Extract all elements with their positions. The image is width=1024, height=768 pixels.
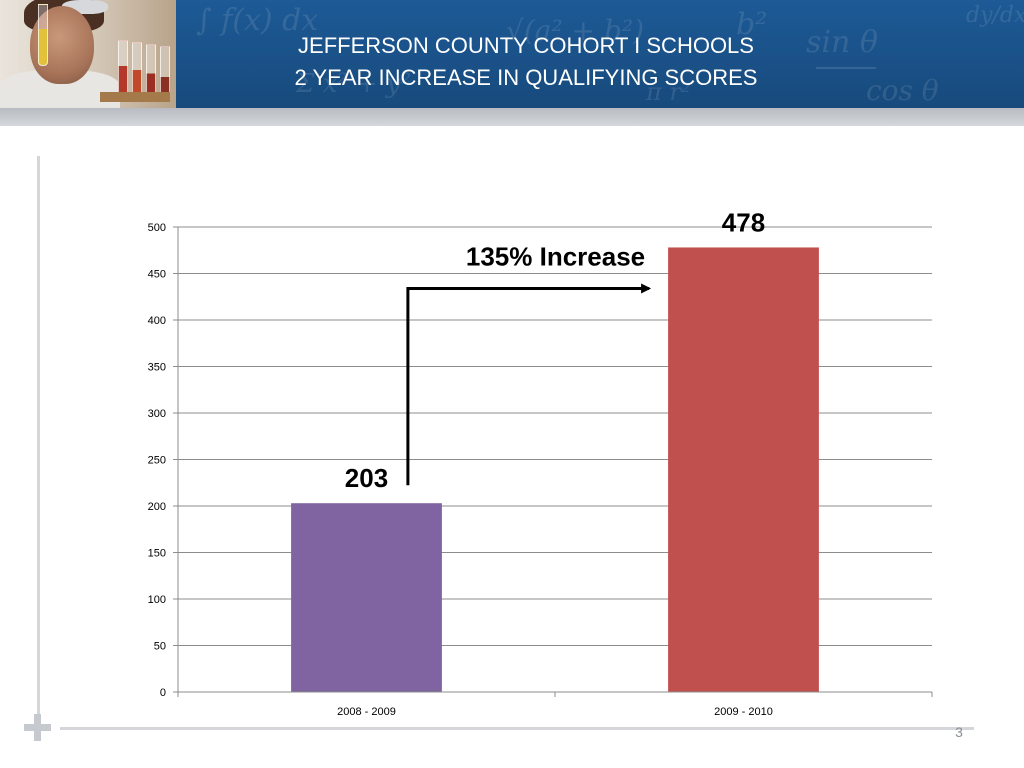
y-tick-label: 100: [148, 594, 166, 606]
y-tick-label: 200: [148, 501, 166, 513]
chart-axes: [173, 226, 933, 697]
svg-text:∫ f(x) dx: ∫ f(x) dx: [196, 3, 318, 38]
svg-text:cos θ: cos θ: [866, 74, 939, 107]
y-tick-label: 50: [154, 641, 166, 653]
test-tube-icon: [38, 4, 48, 66]
increase-annotation: 135% Increase: [406, 241, 652, 486]
y-tick-label: 300: [148, 408, 166, 420]
y-tick-label: 150: [148, 548, 166, 560]
x-category-label: 2008 - 2009: [337, 706, 396, 718]
bar-data-labels: 203 478: [345, 207, 765, 493]
svg-text:Σ x² + y²: Σ x² + y²: [295, 69, 411, 99]
y-tick-label: 350: [148, 362, 166, 374]
slide-title: JEFFERSON COUNTY COHORT I SCHOOLS 2 YEAR…: [176, 30, 876, 94]
header-gray-strip: [0, 108, 1024, 126]
y-tick-label: 250: [148, 455, 166, 467]
svg-text:sin θ: sin θ: [806, 25, 878, 60]
test-tube-rack: [100, 92, 170, 102]
y-tick-label: 450: [148, 269, 166, 281]
y-tick-label: 500: [148, 222, 166, 234]
left-decorative-line: [37, 156, 40, 716]
increase-annotation-text: 135% Increase: [466, 241, 645, 271]
bottom-decorative-line: [60, 727, 974, 730]
math-formula-watermark-graphic: ∫ f(x) dx Σ x² + y² √(a² + b²) b² sin θ …: [196, 3, 1024, 107]
scientist-with-test-tubes-photo: [0, 0, 176, 108]
slide-title-line-2: 2 YEAR INCREASE IN QUALIFYING SCORES: [294, 65, 758, 90]
svg-text:dy/dx: dy/dx: [966, 3, 1024, 28]
slide-title-line-1: JEFFERSON COUNTY COHORT I SCHOOLS: [298, 33, 754, 58]
svg-text:π r²: π r²: [645, 78, 691, 106]
x-category-label: 2009 - 2010: [714, 706, 773, 718]
y-axis-tick-labels: 0 50 100 150 200 250 300 350 400 450 500: [148, 222, 166, 699]
increase-arrow: [406, 283, 652, 486]
svg-text:b²: b²: [736, 7, 767, 42]
svg-text:√(a² + b²): √(a² + b²): [506, 14, 644, 47]
y-tick-label: 400: [148, 315, 166, 327]
bar-data-label: 203: [345, 463, 388, 493]
bar-2008-2009: [291, 503, 442, 692]
header-banner: ∫ f(x) dx Σ x² + y² √(a² + b²) b² sin θ …: [0, 0, 1024, 108]
bar-data-label: 478: [722, 207, 765, 237]
math-formula-watermark: ∫ f(x) dx Σ x² + y² √(a² + b²) b² sin θ …: [176, 0, 1024, 108]
page-number: 3: [955, 724, 963, 740]
plus-icon: [22, 712, 52, 742]
y-tick-label: 0: [160, 687, 166, 699]
chart-bars: [291, 247, 819, 692]
x-axis-category-labels: 2008 - 2009 2009 - 2010: [337, 706, 773, 718]
bar-2009-2010: [668, 247, 819, 692]
